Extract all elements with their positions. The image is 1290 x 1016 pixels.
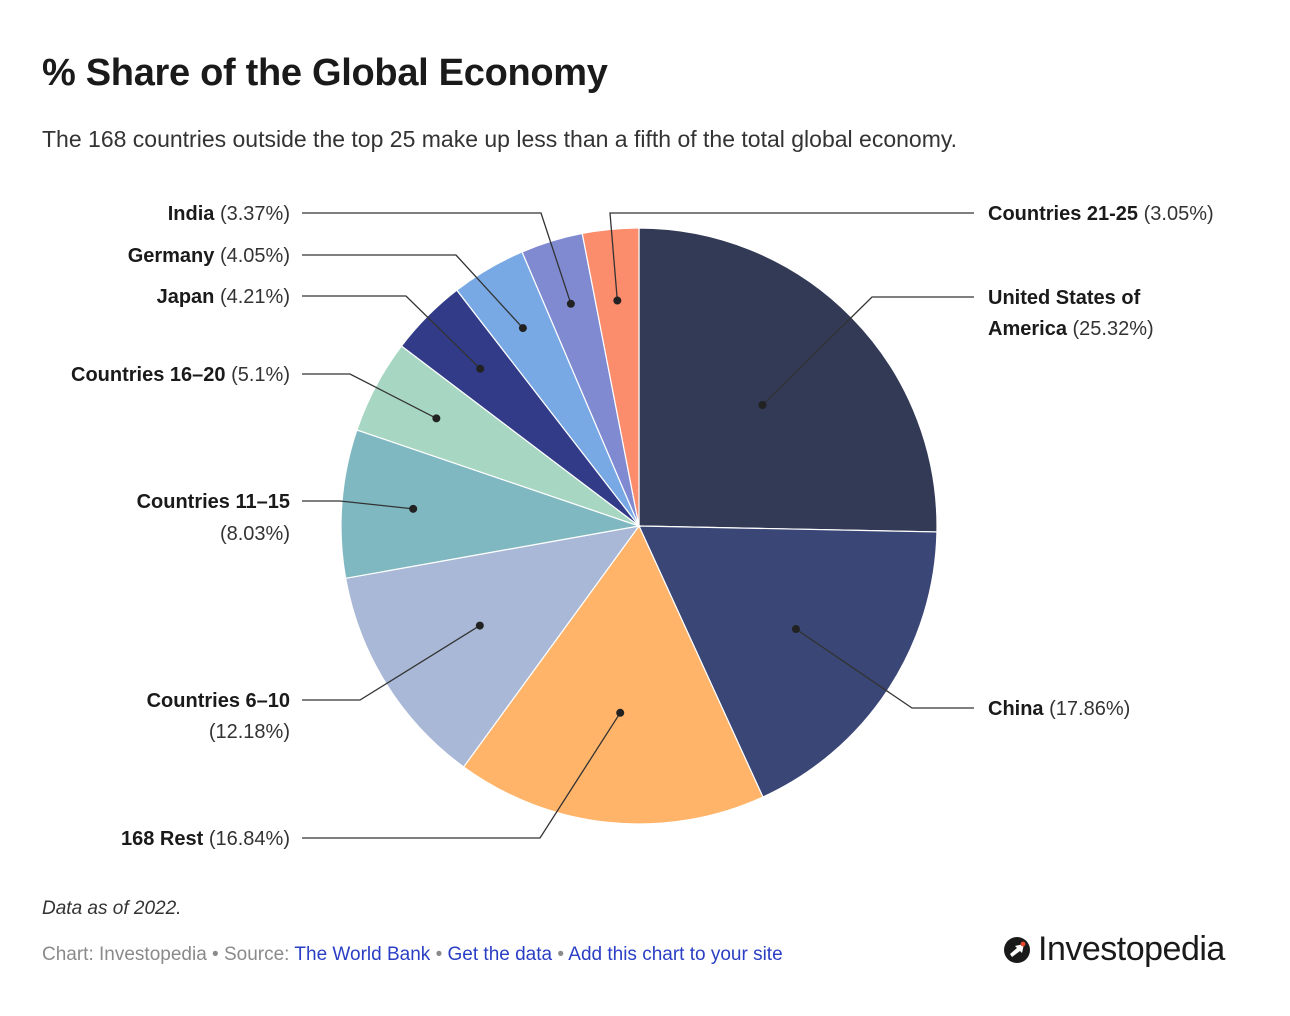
slice-percent: (3.37%) — [214, 203, 290, 225]
leader-line — [302, 254, 524, 329]
chart-credit: Chart: Investopedia — [42, 944, 207, 965]
leader-dot — [791, 625, 800, 634]
leader-dot — [409, 504, 418, 513]
slice-label-countries-21-25: Countries 21-25 (3.05%) — [988, 203, 1214, 225]
slice-percent: (8.03%) — [220, 523, 290, 545]
get-data-link[interactable]: Get the data — [447, 944, 553, 965]
pie-slice-countries-11-15[interactable] — [340, 429, 640, 579]
slice-label-168-rest: 168 Rest (16.84%) — [121, 828, 290, 850]
slice-percent: (3.05%) — [1138, 203, 1214, 225]
leader-dot — [476, 364, 485, 373]
slice-name: United States of — [988, 287, 1141, 309]
slice-name: Countries 21-25 — [988, 203, 1138, 225]
pie-slice-countries-21-25[interactable] — [581, 227, 640, 527]
leader-line — [302, 373, 437, 419]
slice-percent: (12.18%) — [209, 721, 290, 743]
slice-name: India — [168, 203, 216, 225]
leader-line — [302, 212, 572, 304]
slice-name: Germany — [128, 245, 216, 267]
leader-line — [302, 295, 481, 370]
investopedia-logo-icon — [1004, 936, 1030, 963]
slice-label-countries-16-20: Countries 16–20 (5.1%) — [71, 364, 290, 386]
slice-label-countries-6-10: (12.18%) — [209, 721, 290, 743]
slice-name: Countries 16–20 — [71, 364, 226, 386]
slice-percent: (5.1%) — [226, 364, 290, 386]
slice-label-india: India (3.37%) — [168, 203, 290, 225]
slice-percent: (17.86%) — [1044, 698, 1131, 720]
slice-label-china: China (17.86%) — [988, 698, 1130, 720]
slice-label-united-states-of-america: America (25.32%) — [988, 318, 1154, 340]
source-prefix: Source: — [223, 944, 290, 965]
slice-label-japan: Japan (4.21%) — [157, 286, 290, 308]
add-chart-link[interactable]: Add this chart to your site — [568, 944, 783, 965]
leader-dot — [518, 324, 527, 333]
leader-line — [302, 712, 621, 839]
pie-slice-china[interactable] — [638, 525, 938, 798]
slice-name: Countries 6–10 — [147, 690, 290, 712]
leader-dot — [432, 414, 441, 423]
slice-name: 168 Rest — [121, 828, 204, 850]
slice-name: America — [988, 318, 1068, 340]
leader-line — [302, 500, 414, 510]
leader-dot — [475, 621, 484, 630]
separator-dot: • — [435, 944, 443, 965]
separator-dot: • — [557, 944, 565, 965]
slice-percent: (4.21%) — [214, 286, 290, 308]
investopedia-logo[interactable]: Investopedia — [1002, 930, 1225, 969]
leader-line — [795, 628, 974, 709]
slice-percent: (16.84%) — [203, 828, 290, 850]
leader-dot — [613, 296, 622, 305]
chart-subtitle: The 168 countries outside the top 25 mak… — [42, 126, 958, 152]
leader-dot — [758, 401, 767, 410]
slice-name: Japan — [157, 286, 215, 308]
slice-label-countries-6-10: Countries 6–10 — [147, 690, 290, 712]
slice-label-countries-11-15: Countries 11–15 — [137, 491, 290, 513]
slice-percent: (25.32%) — [1067, 318, 1154, 340]
leader-dot — [616, 708, 625, 717]
chart-footer: Chart: Investopedia • Source: The World … — [42, 944, 783, 966]
data-note: Data as of 2022. — [42, 898, 182, 919]
slice-name: Countries 11–15 — [137, 491, 290, 513]
slice-label-countries-11-15: (8.03%) — [220, 523, 290, 545]
brand-name: Investopedia — [1038, 930, 1225, 968]
leader-line — [609, 212, 974, 301]
slice-label-united-states-of-america: United States of — [988, 287, 1141, 309]
chart-title: % Share of the Global Economy — [42, 52, 608, 94]
source-link[interactable]: The World Bank — [294, 944, 431, 965]
slice-label-germany: Germany (4.05%) — [128, 245, 290, 267]
slice-name: China — [988, 698, 1044, 720]
leader-line — [302, 625, 481, 701]
slice-percent: (4.05%) — [214, 245, 290, 267]
pie-slice-168-rest[interactable] — [462, 524, 764, 825]
separator-dot: • — [212, 944, 219, 965]
leader-line — [761, 296, 974, 406]
leader-dot — [566, 299, 575, 308]
